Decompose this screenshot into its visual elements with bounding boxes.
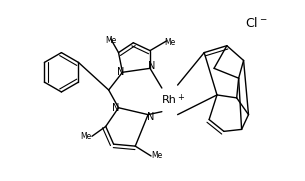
- Text: Rh: Rh: [162, 95, 177, 105]
- Text: N: N: [112, 103, 119, 113]
- Text: N: N: [147, 112, 155, 122]
- Text: Me: Me: [81, 132, 92, 141]
- Text: N: N: [148, 61, 156, 71]
- Text: Cl$^-$: Cl$^-$: [245, 16, 267, 30]
- Text: Me: Me: [164, 38, 175, 47]
- Text: Me: Me: [105, 36, 116, 45]
- Text: +: +: [177, 93, 184, 102]
- Text: N: N: [117, 67, 124, 77]
- Text: Me: Me: [151, 151, 163, 161]
